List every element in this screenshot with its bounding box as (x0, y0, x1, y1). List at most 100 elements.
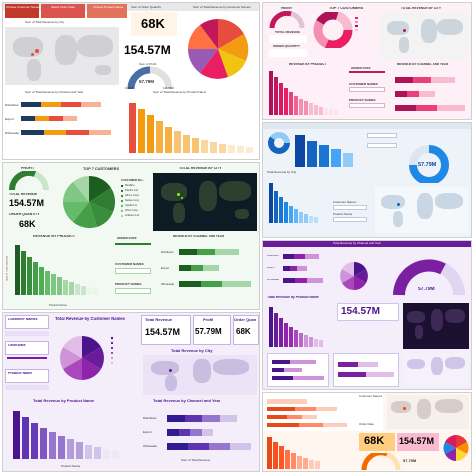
rev-by-city-title: Total Revenue by City (171, 349, 213, 353)
gauge-min: 0.00M (125, 87, 133, 90)
revenue-value: 154.57M (145, 327, 181, 337)
top7-title: TOP 7 CUSTOMERS (83, 167, 120, 171)
channel-label: Wholesale (161, 283, 175, 286)
channel-label: Distributor (5, 104, 19, 107)
channel-label: Distributor (143, 417, 157, 420)
order-quantity-value: 68K (364, 435, 385, 447)
channel-label: Wholesale (143, 445, 158, 448)
order-date-slicer[interactable] (5, 341, 49, 355)
product-bar-chart (13, 411, 119, 459)
profit-title: PROFIT (281, 7, 292, 10)
product-names-title: PRODUCT NAMES (349, 99, 376, 102)
total-revenue-title: TOTAL REVENUE (9, 193, 38, 196)
channel-label: Distributor (161, 251, 174, 254)
customer-names-title: CUSTOMER NAMES (349, 83, 378, 86)
order-date-slider[interactable] (7, 357, 47, 359)
city-map (403, 303, 469, 349)
product-name-slicer-label: Choose Product Name (93, 6, 124, 9)
rev-by-product-title: Sum of Total Revenue by Product Name (153, 91, 207, 94)
gauge-max: 115.58M (163, 87, 174, 90)
profit-gauge (361, 453, 401, 471)
rev-by-city-title: Sum of Total Revenue by City (25, 21, 65, 24)
city-map (143, 355, 257, 395)
channel-year-chart: Distributor Export Wholesale (159, 243, 257, 303)
channel-label: Wholesale (267, 279, 280, 281)
customer-names-title: CUSTOMER NAMES (115, 263, 144, 266)
customer-pie-chart (443, 435, 469, 461)
revenue-donut (268, 132, 290, 154)
customer-names-label: Customer Names (333, 201, 357, 204)
product-bar-chart (15, 245, 98, 295)
channel-year-chart: Distributor Export Wholesale (5, 96, 121, 154)
dashboard-tile-4: PROFIT TOTAL REVENUE 154.57M ORDER QUANT… (2, 162, 260, 310)
customer-names-slicer[interactable] (5, 315, 49, 329)
customer-names-dropdown[interactable] (333, 205, 367, 210)
rev-product-title: Total Revenue by Product Name (267, 296, 319, 299)
rev-product-title: REVENUE BY PRODUCT (33, 235, 76, 238)
order-quantity-value: 68K (19, 219, 36, 229)
sum-order-quantity-label: Sum of Order Quantity (131, 6, 162, 9)
product-bar-chart (269, 183, 318, 223)
product-names-dropdown[interactable] (349, 103, 385, 108)
channel-year-title: Total Revenue by Channel and Year (333, 242, 381, 245)
legend-item: Apollo Ltd (125, 204, 138, 207)
customer-names-dropdown[interactable] (349, 87, 385, 92)
profit-gauge (409, 145, 449, 183)
city-map (5, 27, 119, 85)
order-date-slider[interactable] (115, 243, 151, 245)
rev-by-channel-title: Sum of Total Revenue by Channel and Year (25, 91, 84, 94)
customer-bar-chart (295, 135, 353, 167)
customer-names-slicer[interactable] (5, 4, 39, 18)
rev-by-product-title: Total Revenue by Product Name (33, 399, 95, 403)
rev-by-channel-title: Total Revenue by Channel and Year (153, 399, 221, 403)
channel-year-chart: Distributor Export Wholesale (267, 251, 325, 291)
rev-by-customer-title: Total Revenue by Customer Names (55, 317, 125, 321)
product-names-dropdown[interactable] (115, 288, 151, 294)
revenue-card (397, 433, 439, 451)
dashboard-tile-2: PROFIT TOTAL REVENUE ORDER QUANTITY TOP … (262, 2, 472, 120)
order-quantity-value: 68K (141, 16, 165, 31)
legend-item: Ohio Corp (125, 209, 138, 212)
order-date-title: ORDER DATE (351, 67, 371, 70)
dashboard-tile-3: 57.79M Total Revenue by City Customer Na… (262, 122, 472, 238)
product-name-label: Product Name (333, 213, 353, 216)
channel-label: Export (143, 431, 152, 434)
customer-names-dropdown[interactable] (115, 268, 151, 274)
order-quantity-card (233, 315, 259, 345)
legend-item: Aibox Corp (125, 194, 139, 197)
order-quantity-label: Order Quan (234, 318, 257, 322)
product-name-slicer[interactable] (5, 369, 49, 383)
total-revenue-card (141, 315, 191, 345)
customer-names-label: Customer Names (8, 318, 38, 321)
channel-year-chart (391, 69, 469, 117)
legend-item: Anthem Ltd (125, 214, 140, 217)
order-date-slider[interactable] (349, 71, 385, 73)
customer-names-label: Customer Names (359, 395, 383, 398)
customer-pie-chart (340, 262, 368, 290)
order-quantity-title: ORDER QUANTITY (273, 45, 300, 48)
product-name-slicer[interactable] (87, 4, 127, 18)
y-axis-label: Sum of Total Revenue (6, 255, 9, 282)
product-names-title: PRODUCT NAMES (115, 283, 142, 286)
order-quantity-value: 68K (236, 327, 251, 336)
profit-value: 57.79M (195, 327, 222, 336)
order-quantity-card (131, 12, 177, 36)
gauge-value: 57.79M (418, 287, 435, 292)
total-revenue-title: Total Revenue by City (267, 171, 297, 174)
total-revenue-title: TOTAL REVENUE (275, 31, 301, 34)
rev-channel-title: REVENUE BY CHANNEL AND YEAR (397, 63, 449, 66)
profit-title: PROFIT (21, 167, 35, 170)
order-date-label: OrderDate (8, 344, 26, 347)
x-axis-label: Product Name (61, 465, 81, 468)
order-date-slicer[interactable] (41, 4, 85, 18)
dashboard-tile-7: Customer Names Order Date 68K 154.57M 57… (262, 392, 472, 472)
x-axis-label: Sum of Total Revenue (181, 459, 211, 462)
legend-item: Medline (125, 184, 135, 187)
profit-value: 57.79M (403, 459, 417, 463)
product-bar-chart (269, 71, 338, 115)
product-bar-chart (267, 437, 320, 469)
revenue-value: 154.57M (124, 43, 171, 57)
product-name-label: Product Name (8, 372, 33, 375)
gauge-value: 57.79M (139, 80, 155, 84)
product-name-dropdown[interactable] (333, 217, 367, 222)
